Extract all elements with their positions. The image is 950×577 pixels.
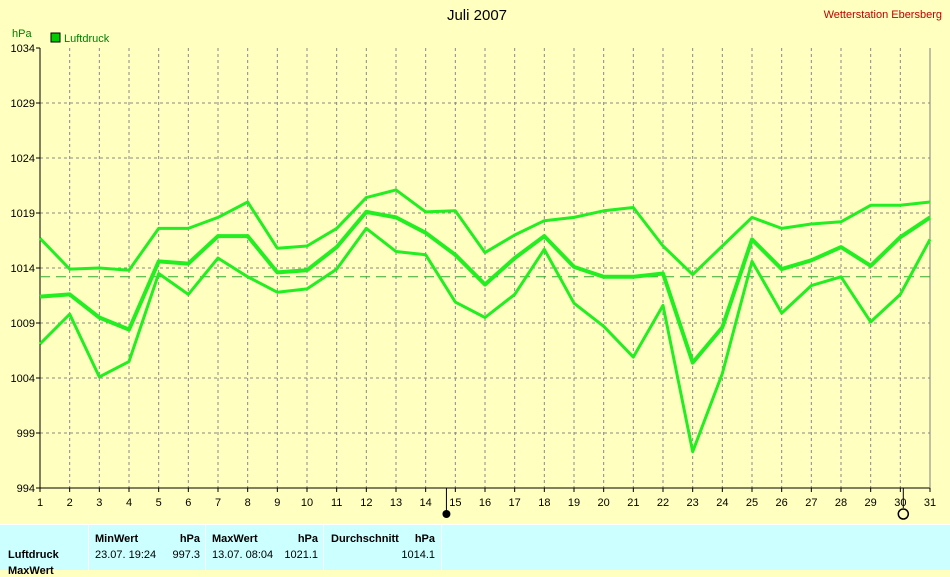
y-tick-label: 1019 — [11, 208, 35, 220]
min-value: 997.3 — [172, 549, 200, 561]
max-value-column: MaxWert hPa 13.07. 08:04 1021.1 — [205, 525, 324, 570]
x-tick-label: 12 — [360, 497, 372, 509]
x-tick-label: 7 — [215, 497, 221, 509]
max-value: 1021.1 — [284, 549, 318, 561]
x-tick-label: 20 — [598, 497, 610, 509]
avg-header: Durchschnitt — [331, 533, 399, 545]
avg-unit: hPa — [414, 533, 435, 545]
max-datetime: 13.07. 08:04 — [212, 549, 274, 561]
x-tick-label: 8 — [245, 497, 251, 509]
x-tick-label: 11 — [331, 497, 342, 509]
x-tick-label: 24 — [716, 497, 728, 509]
x-tick-label: 2 — [67, 497, 73, 509]
x-tick-label: 22 — [657, 497, 669, 509]
x-tick-label: 10 — [301, 497, 313, 509]
min-datetime: 23.07. 19:24 — [95, 549, 157, 561]
station-name: Wetterstation Ebersberg — [824, 9, 942, 21]
stats-panel: Luftdruck MaxWert MinWert hPa 23.07. 19:… — [0, 524, 950, 577]
x-tick-label: 27 — [805, 497, 817, 509]
x-tick-label: 5 — [156, 497, 162, 509]
x-tick-label: 4 — [126, 497, 132, 509]
x-tick-label: 28 — [835, 497, 847, 509]
average-column: Durchschnitt hPa 1014.1 — [323, 525, 442, 570]
x-tick-label: 21 — [627, 497, 639, 509]
stats-row-label: Luftdruck — [8, 549, 59, 561]
y-tick-label: 999 — [17, 428, 35, 440]
legend-swatch — [50, 32, 61, 43]
y-tick-label: 1034 — [11, 43, 35, 55]
stats-label-column: Luftdruck MaxWert — [0, 525, 88, 577]
min-unit: hPa — [179, 533, 200, 545]
x-tick-label: 31 — [924, 497, 936, 509]
y-tick-label: 1024 — [11, 153, 35, 165]
x-tick-label: 18 — [538, 497, 550, 509]
cursor-marker-circle — [897, 508, 910, 520]
x-tick-label: 6 — [185, 497, 191, 509]
x-tick-label: 1 — [37, 497, 43, 509]
min-header: MinWert — [95, 533, 139, 545]
x-tick-label: 23 — [687, 497, 699, 509]
x-tick-label: 19 — [568, 497, 580, 509]
avg-value: 1014.1 — [401, 549, 435, 561]
y-axis-unit: hPa — [12, 28, 32, 40]
x-tick-label: 17 — [509, 497, 521, 509]
x-tick-label: 25 — [746, 497, 758, 509]
stats-row-label-2: MaxWert — [8, 565, 54, 577]
max-unit: hPa — [297, 533, 318, 545]
chart-title: Juli 2007 — [447, 7, 507, 24]
x-tick-label: 30 — [894, 497, 906, 509]
series-line-mean — [39, 209, 932, 365]
series-line-max — [38, 188, 931, 277]
series-line-min — [38, 226, 932, 454]
x-tick-label: 13 — [390, 497, 402, 509]
x-tick-label: 29 — [865, 497, 877, 509]
y-tick-label: 1009 — [11, 318, 35, 330]
x-tick-label: 9 — [274, 497, 280, 509]
x-tick-label: 3 — [96, 497, 102, 509]
y-tick-label: 1004 — [11, 373, 35, 385]
x-tick-label: 14 — [420, 497, 432, 509]
max-header: MaxWert — [212, 533, 258, 545]
y-tick-label: 1014 — [11, 263, 35, 275]
x-tick-label: 26 — [776, 497, 788, 509]
today-marker-dot — [442, 510, 451, 518]
y-tick-label: 1029 — [11, 98, 35, 110]
min-value-column: MinWert hPa 23.07. 19:24 997.3 — [88, 525, 206, 570]
chart: Juli 2007 Wetterstation Ebersberg hPa Lu… — [11, 7, 942, 520]
x-tick-label: 15 — [449, 497, 461, 509]
x-tick-label: 16 — [479, 497, 491, 509]
legend-label: Luftdruck — [64, 33, 110, 45]
y-tick-label: 994 — [17, 483, 35, 495]
